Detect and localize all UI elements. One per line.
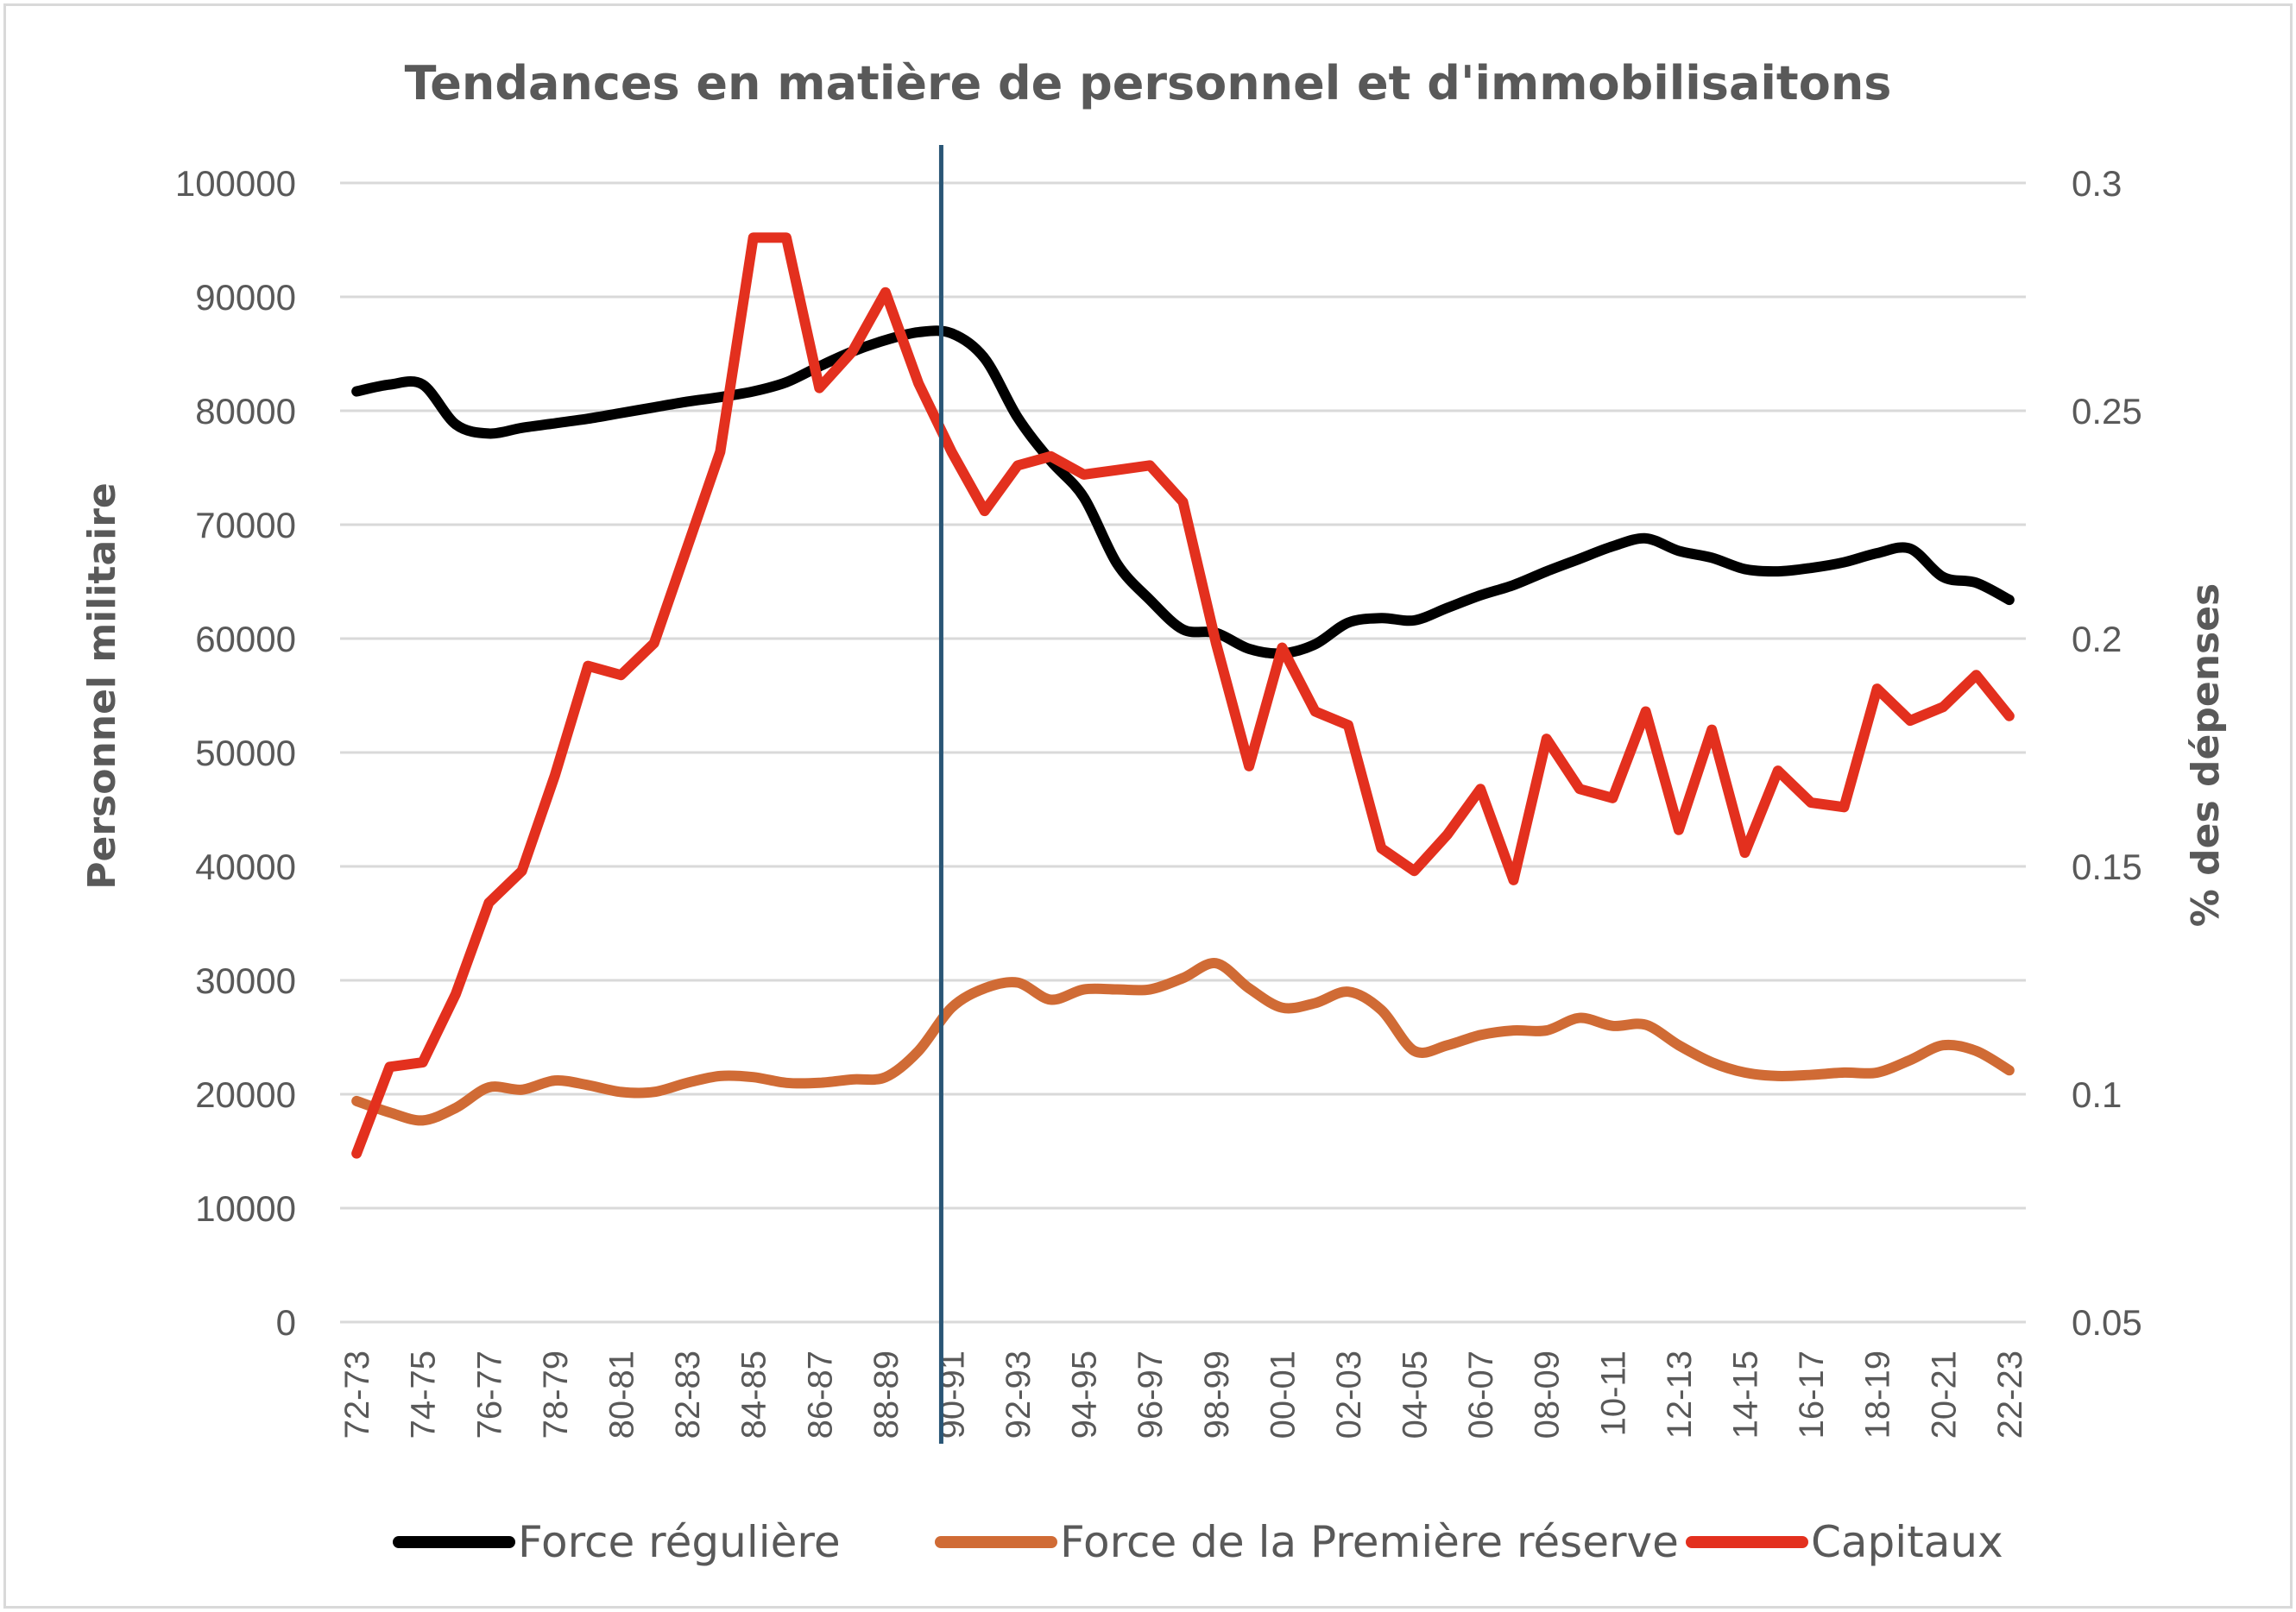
x-tick-label: 96-97 [1132,1351,1170,1439]
chart-frame [3,3,2293,1609]
y2-tick-label: 0.3 [2072,163,2122,204]
x-tick-label: 06-07 [1462,1351,1500,1439]
chart-title: Tendances en matière de personnel et d'i… [405,56,1892,110]
x-tick-label: 80-81 [603,1351,641,1439]
y-axis-ticks: 0 10000 20000 30000 40000 50000 60000 70000 8000… [175,163,296,1343]
legend-item[interactable]: Capitaux [1686,1517,2003,1567]
legend-label: Force régulière [518,1517,841,1567]
x-tick-label: 78-79 [537,1351,575,1439]
series-line-force-de-la-premi-re-r-serve[interactable] [351,958,2015,1126]
x-tick-label: 82-83 [669,1351,707,1439]
x-tick-label: 08-09 [1529,1351,1567,1439]
y2-axis-title: % des dépenses [2184,583,2228,927]
x-tick-label: 02-03 [1330,1351,1368,1439]
y-tick-label: 60000 [195,619,296,659]
x-tick-label: 12-13 [1661,1351,1699,1439]
x-tick-label: 84-85 [735,1351,773,1439]
legend-item[interactable]: Force de la Première réserve [935,1517,1679,1567]
y2-tick-label: 0.15 [2072,847,2142,887]
legend-label: Capitaux [1811,1517,2003,1567]
x-tick-label: 04-05 [1397,1351,1435,1439]
x-tick-label: 18-19 [1859,1351,1897,1439]
y-tick-label: 20000 [195,1074,296,1115]
y-tick-label: 0 [276,1302,296,1343]
x-tick-label: 94-95 [1066,1351,1104,1439]
x-tick-label: 16-17 [1793,1351,1831,1439]
legend-label: Force de la Première réserve [1060,1517,1679,1567]
x-tick-label: 74-75 [405,1351,443,1439]
x-tick-label: 20-21 [1925,1351,1963,1439]
legend[interactable]: Force régulière Force de la Première rése… [393,1517,2003,1567]
x-tick-label: 92-93 [1000,1351,1038,1439]
x-tick-label: 00-01 [1264,1351,1302,1439]
x-tick-label: 98-99 [1198,1351,1236,1439]
gridlines [340,181,2026,1324]
x-tick-label: 88-89 [867,1351,905,1439]
y-tick-label: 30000 [195,960,296,1001]
y-tick-label: 70000 [195,505,296,545]
series-line-capitaux[interactable] [351,232,2015,1159]
x-tick-label: 10-11 [1594,1351,1632,1436]
series-lines [351,232,2015,1159]
x-tick-label: 22-23 [1991,1351,2029,1439]
y-tick-label: 80000 [195,391,296,431]
y-tick-label: 90000 [195,277,296,318]
legend-item[interactable]: Force régulière [393,1517,841,1567]
y2-axis-ticks: 0.05 0.1 0.15 0.2 0.25 0.3 [2072,163,2142,1343]
y-axis-title: Personnel militaire [80,482,124,890]
x-tick-label: 86-87 [801,1351,839,1439]
y2-tick-label: 0.05 [2072,1302,2142,1343]
x-tick-label: 72-73 [338,1351,376,1439]
y2-tick-label: 0.2 [2072,619,2122,659]
series-line-force-r-guli-re[interactable] [351,325,2015,659]
y2-tick-label: 0.1 [2072,1074,2122,1115]
y-tick-label: 50000 [195,733,296,773]
x-tick-label: 76-77 [470,1351,508,1439]
x-tick-label: 14-15 [1727,1351,1765,1439]
y-tick-label: 10000 [195,1188,296,1229]
y-tick-label: 40000 [195,847,296,887]
y2-tick-label: 0.25 [2072,391,2142,431]
y-tick-label: 100000 [175,163,296,204]
x-axis-ticks: 72-73 74-75 76-77 78-79 80-81 82-83 84-85 86-87… [338,1351,2029,1439]
